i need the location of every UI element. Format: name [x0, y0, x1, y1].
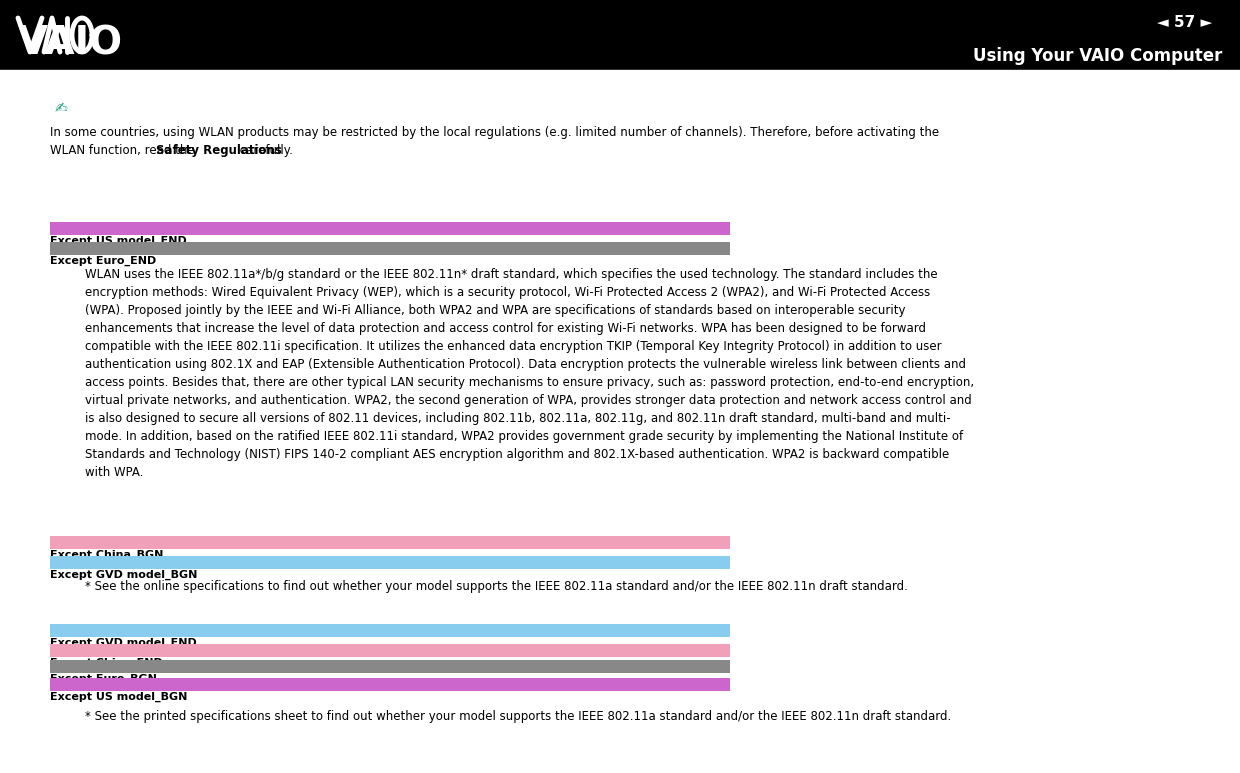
Text: VAIO: VAIO	[19, 25, 123, 63]
Text: Except China_BGN: Except China_BGN	[50, 550, 164, 560]
Bar	[50, 242, 730, 255]
Text: with WPA.: with WPA.	[86, 466, 144, 479]
Text: WLAN function, read the: WLAN function, read the	[50, 144, 198, 157]
Bar	[0, 0, 1240, 70]
Text: Except US model_END: Except US model_END	[50, 236, 187, 247]
Bar	[50, 624, 730, 637]
Text: Safety Regulations: Safety Regulations	[156, 144, 281, 157]
Text: ✍: ✍	[55, 100, 68, 115]
Text: Except Euro_END: Except Euro_END	[50, 256, 156, 266]
Bar	[50, 644, 730, 657]
Text: virtual private networks, and authentication. WPA2, the second generation of WPA: virtual private networks, and authentica…	[86, 394, 972, 407]
Bar	[50, 678, 730, 691]
Text: enhancements that increase the level of data protection and access control for e: enhancements that increase the level of …	[86, 322, 926, 335]
Text: (WPA). Proposed jointly by the IEEE and Wi-Fi Alliance, both WPA2 and WPA are sp: (WPA). Proposed jointly by the IEEE and …	[86, 304, 905, 317]
Text: compatible with the IEEE 802.11i specification. It utilizes the enhanced data en: compatible with the IEEE 802.11i specifi…	[86, 340, 941, 353]
Text: mode. In addition, based on the ratified IEEE 802.11i standard, WPA2 provides go: mode. In addition, based on the ratified…	[86, 430, 963, 443]
Text: Except Euro_BGN: Except Euro_BGN	[50, 674, 157, 684]
Bar	[50, 222, 730, 235]
Text: Except GVD model_BGN: Except GVD model_BGN	[50, 570, 197, 581]
Text: encryption methods: Wired Equivalent Privacy (WEP), which is a security protocol: encryption methods: Wired Equivalent Pri…	[86, 286, 930, 299]
Text: Except China_END: Except China_END	[50, 658, 162, 669]
Text: Except GVD model_END: Except GVD model_END	[50, 638, 197, 649]
Bar	[50, 536, 730, 549]
Text: is also designed to secure all versions of 802.11 devices, including 802.11b, 80: is also designed to secure all versions …	[86, 412, 951, 425]
Text: Except US model_BGN: Except US model_BGN	[50, 692, 187, 702]
Text: ◄ 57 ►: ◄ 57 ►	[1157, 15, 1213, 30]
Text: * See the online specifications to find out whether your model supports the IEEE: * See the online specifications to find …	[86, 580, 908, 593]
Text: * See the printed specifications sheet to find out whether your model supports t: * See the printed specifications sheet t…	[86, 710, 951, 723]
Text: authentication using 802.1X and EAP (Extensible Authentication Protocol). Data e: authentication using 802.1X and EAP (Ext…	[86, 358, 966, 371]
Text: In some countries, using WLAN products may be restricted by the local regulation: In some countries, using WLAN products m…	[50, 126, 939, 139]
Text: Using Your VAIO Computer: Using Your VAIO Computer	[972, 47, 1221, 65]
Text: access points. Besides that, there are other typical LAN security mechanisms to : access points. Besides that, there are o…	[86, 376, 975, 389]
Text: carefully.: carefully.	[236, 144, 293, 157]
Text: Standards and Technology (NIST) FIPS 140-2 compliant AES encryption algorithm an: Standards and Technology (NIST) FIPS 140…	[86, 448, 950, 461]
Bar	[50, 556, 730, 569]
Bar	[50, 660, 730, 673]
Text: WLAN uses the IEEE 802.11a*/b/g standard or the IEEE 802.11n* draft standard, wh: WLAN uses the IEEE 802.11a*/b/g standard…	[86, 268, 937, 281]
